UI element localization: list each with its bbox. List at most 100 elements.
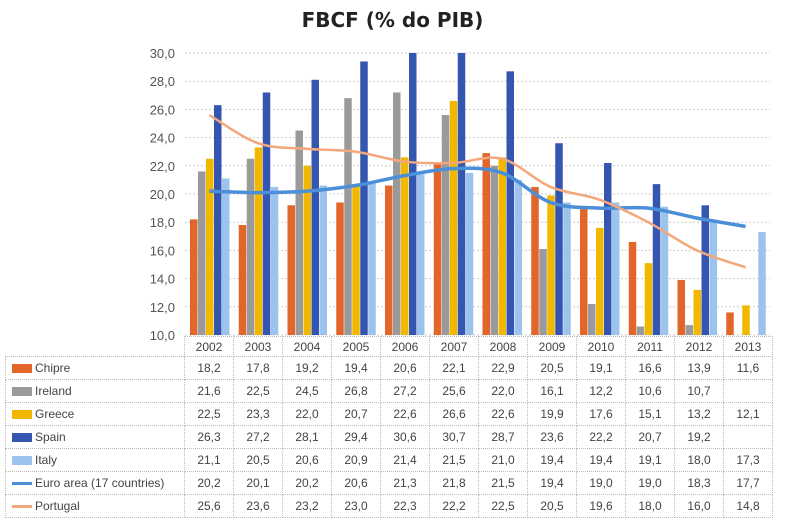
series-name: Spain	[35, 430, 66, 444]
legend-marker	[12, 505, 32, 509]
bar-italy-2004	[319, 185, 327, 335]
data-label: 28,1	[282, 425, 332, 449]
bar-greece-2005	[352, 184, 360, 335]
data-label: 23,3	[233, 402, 283, 426]
data-label: 10,7	[674, 379, 724, 403]
data-label: 20,5	[527, 494, 577, 518]
bar-spain-2003	[262, 92, 271, 335]
data-label: 10,6	[625, 379, 675, 403]
data-label: 21,3	[380, 471, 430, 495]
data-label: 25,6	[429, 379, 479, 403]
series-name: Italy	[35, 453, 58, 467]
x-tick-label: 2002	[184, 336, 234, 357]
bar-spain-2009	[555, 143, 563, 335]
legend-entry: Chipre	[5, 356, 185, 380]
y-tick-label: 26,0	[150, 102, 175, 117]
bar-spain-2012	[701, 205, 709, 335]
bar-spain-2008	[506, 71, 514, 335]
bar-chipre-2011	[628, 241, 637, 335]
x-tick-label: 2006	[380, 336, 430, 357]
series-name: Ireland	[35, 384, 72, 398]
bar-spain-2006	[409, 53, 417, 335]
x-tick-label: 2007	[429, 336, 479, 357]
bar-chipre-2002	[190, 219, 198, 335]
line-euro-area-17-countries-	[209, 166, 746, 229]
x-tick-label: 2003	[233, 336, 283, 357]
data-label: 22,5	[478, 494, 528, 518]
bar-chipre-2007	[433, 164, 442, 335]
y-tick-label: 14,0	[150, 272, 175, 287]
legend-entry: Greece	[5, 402, 185, 426]
table-row: Greece 22,5 23,3 22,0 20,7 22,6 26,6 22,6 19,9 17…	[5, 402, 773, 426]
legend-entry: Portugal	[5, 494, 185, 518]
bar-spain-2002	[214, 105, 222, 335]
x-tick-label: 2013	[723, 336, 773, 357]
data-label: 20,7	[331, 402, 381, 426]
data-label: 17,3	[723, 448, 773, 472]
data-label: 13,2	[674, 402, 724, 426]
data-label: 22,6	[380, 402, 430, 426]
data-label: 21,0	[478, 448, 528, 472]
table-row: Ireland 21,6 22,5 24,5 26,8 27,2 25,6 22,0 16,1 1…	[5, 379, 773, 403]
y-tick-label: 20,0	[150, 187, 175, 202]
data-label: 27,2	[380, 379, 430, 403]
bar-italy-2006	[417, 174, 425, 335]
chart-title: FBCF (% do PIB)	[301, 8, 484, 32]
data-label: 20,6	[331, 471, 381, 495]
data-label: 22,0	[282, 402, 332, 426]
data-label: 16,0	[674, 494, 724, 518]
legend-entry: Italy	[5, 448, 185, 472]
data-label: 30,6	[380, 425, 430, 449]
bar-chipre-2009	[531, 186, 539, 335]
data-label: 26,8	[331, 379, 381, 403]
data-label: 16,6	[625, 356, 675, 380]
series-name: Euro area (17 countries)	[35, 476, 165, 490]
data-label: 20,2	[282, 471, 332, 495]
data-label: 16,1	[527, 379, 577, 403]
data-label: 22,6	[478, 402, 528, 426]
data-label: 18,0	[674, 448, 724, 472]
data-label: 21,4	[380, 448, 430, 472]
data-label: 26,3	[184, 425, 234, 449]
bar-italy-2007	[465, 172, 474, 335]
data-label: 22,5	[233, 379, 283, 403]
x-tick-label: 2010	[576, 336, 626, 357]
data-label: 22,2	[429, 494, 479, 518]
legend-marker	[12, 482, 32, 486]
table-row: Euro area (17 countries) 20,2 20,1 20,2 20,6…	[5, 471, 773, 495]
data-label: 20,7	[625, 425, 675, 449]
data-label: 19,4	[576, 448, 626, 472]
bar-ireland-2006	[393, 92, 401, 335]
data-label: 24,5	[282, 379, 332, 403]
series-name: Chipre	[35, 361, 71, 375]
x-tick-label: 2008	[478, 336, 528, 357]
data-label: 22,9	[478, 356, 528, 380]
data-label: 11,6	[723, 356, 773, 380]
x-tick-label: 2005	[331, 336, 381, 357]
bar-greece-2013	[742, 305, 750, 335]
bar-ireland-2011	[636, 326, 645, 335]
data-label: 21,5	[478, 471, 528, 495]
bar-chipre-2003	[238, 225, 247, 335]
data-label: 18,0	[625, 494, 675, 518]
bar-greece-2009	[547, 195, 555, 335]
data-label	[723, 379, 773, 403]
bar-greece-2008	[498, 157, 506, 335]
bar-spain-2010	[604, 162, 612, 335]
data-label: 23,6	[527, 425, 577, 449]
x-tick-label: 2009	[527, 336, 577, 357]
bar-chipre-2008	[482, 153, 490, 335]
bar-greece-2010	[596, 227, 604, 335]
bar-greece-2012	[693, 289, 701, 335]
data-label: 23,0	[331, 494, 381, 518]
x-tick-label: 2004	[282, 336, 332, 357]
data-label: 18,2	[184, 356, 234, 380]
x-tick-label: 2011	[625, 336, 675, 357]
data-label: 21,1	[184, 448, 234, 472]
data-label: 22,1	[429, 356, 479, 380]
data-table: 2002 2003 2004 2005 2006 2007 2008 2009 2010 2011…	[5, 336, 773, 518]
bar-spain-2005	[360, 61, 368, 335]
data-label: 29,4	[331, 425, 381, 449]
bar-italy-2008	[514, 179, 522, 335]
bar-italy-2012	[709, 222, 717, 335]
